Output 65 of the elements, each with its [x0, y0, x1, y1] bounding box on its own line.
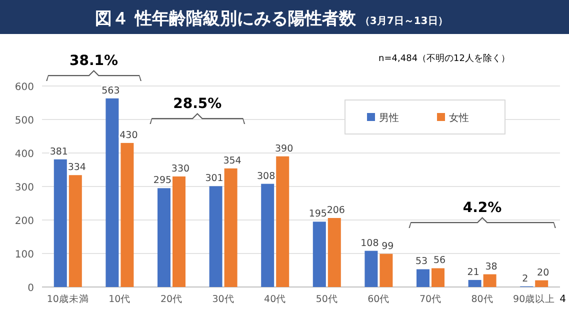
x-tick-label: 40代: [264, 294, 286, 305]
legend-label: 男性: [379, 112, 399, 124]
x-tick-label: 50代: [316, 294, 338, 305]
x-tick-label: 70代: [419, 294, 442, 305]
bar: [416, 269, 430, 287]
legend-label: 女性: [449, 112, 469, 124]
y-tick-label: 0: [28, 283, 34, 294]
data-label: 53: [415, 256, 428, 268]
data-label: 390: [275, 143, 294, 154]
data-label: 38: [485, 261, 498, 272]
data-label: 301: [205, 173, 224, 184]
y-tick-label: 600: [14, 82, 34, 93]
x-tick-label: 60代: [368, 294, 390, 305]
y-tick-label: 200: [14, 216, 34, 227]
y-tick-label: 400: [14, 149, 34, 160]
annotation: 28.5%: [173, 96, 222, 112]
y-tick-label: 300: [14, 182, 34, 194]
data-label: 108: [360, 238, 379, 249]
y-tick-label: 500: [14, 116, 34, 126]
x-tick-label: 20代: [160, 294, 183, 305]
data-label: 99: [382, 240, 394, 252]
bar: [68, 175, 82, 287]
bar: [328, 218, 341, 287]
bar: [364, 250, 378, 287]
bar: [276, 156, 290, 287]
data-label: 430: [120, 130, 138, 141]
bar: [106, 98, 119, 287]
data-label: 330: [171, 163, 190, 174]
bar: [483, 274, 496, 287]
bar: [432, 268, 444, 287]
data-label: 195: [308, 208, 327, 220]
data-label: 563: [102, 85, 120, 96]
text: n=4,484（不明の12人を除く）: [378, 53, 510, 64]
chart-title: 図４ 性年齢階級別にみる陽性者数: [95, 9, 356, 29]
y-tick-label: 100: [14, 250, 34, 260]
data-label: 334: [68, 162, 86, 174]
chart-subtitle: （3月7日～13日）: [360, 16, 448, 27]
data-label: 354: [223, 155, 242, 166]
data-label: 308: [257, 170, 276, 182]
bar: [261, 184, 274, 287]
text: 38.1%: [70, 53, 118, 69]
data-label: 206: [326, 204, 345, 216]
x-tick-label: 90歳以上: [513, 293, 556, 305]
bar: [535, 280, 548, 287]
bar: [158, 188, 170, 287]
text: 4: [560, 294, 566, 305]
bar: [54, 159, 67, 287]
data-label: 2: [522, 273, 528, 284]
bar: [312, 222, 326, 287]
x-tick-label: 10代: [108, 294, 131, 305]
data-label: 20: [537, 267, 550, 278]
bar: [120, 142, 134, 287]
bar: [224, 168, 238, 287]
bar: [380, 254, 393, 287]
data-label: 295: [153, 175, 172, 186]
bar: [172, 176, 186, 287]
x-tick-label: 80代: [471, 294, 494, 305]
data-label: 56: [433, 255, 446, 266]
data-label: 21: [467, 266, 480, 278]
bar: [468, 280, 482, 287]
x-tick-label: 10歳未満: [46, 293, 89, 305]
data-label: 381: [50, 146, 68, 158]
annotation: 4.2%: [462, 200, 502, 216]
bar: [209, 186, 222, 287]
x-tick-label: 30代: [212, 294, 234, 305]
